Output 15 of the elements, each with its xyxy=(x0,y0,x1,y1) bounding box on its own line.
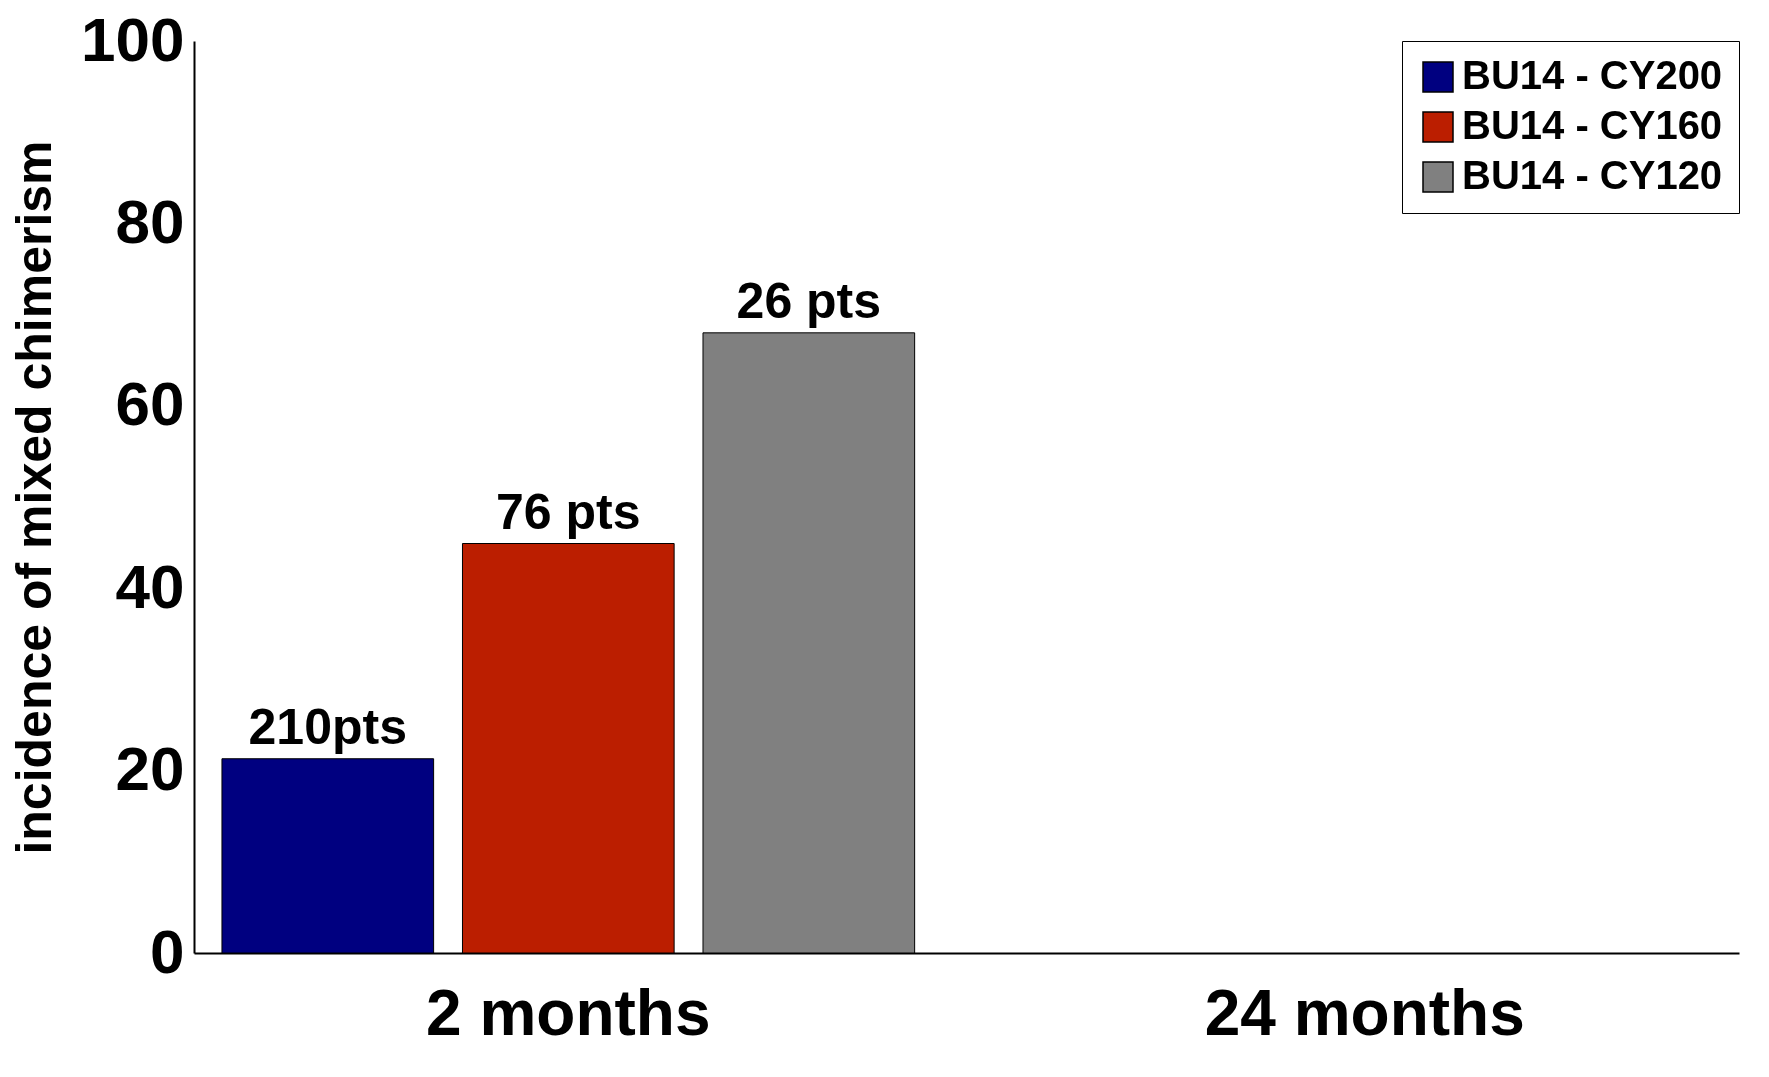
legend-label: BU14 - CY200 xyxy=(1462,53,1723,97)
y-tick-label: 80 xyxy=(115,186,185,256)
y-tick-label: 100 xyxy=(81,4,185,74)
y-tick-label: 0 xyxy=(150,916,185,986)
annotation: 210pts xyxy=(248,698,407,755)
y-tick-label: 60 xyxy=(115,369,185,439)
annotation: 76 pts xyxy=(496,483,641,540)
annotation: 26 pts xyxy=(736,272,882,329)
y-tick-label: 40 xyxy=(115,551,185,621)
legend-label: BU14 - CY120 xyxy=(1462,153,1723,197)
x-tick-label: 2 months xyxy=(426,976,711,1049)
y-tick-label: 20 xyxy=(115,734,185,804)
y-axis-title: incidence of mixed chimerism xyxy=(6,140,63,855)
x-tick-label: 24 months xyxy=(1204,976,1525,1049)
legend-label: BU14 - CY160 xyxy=(1462,103,1723,147)
